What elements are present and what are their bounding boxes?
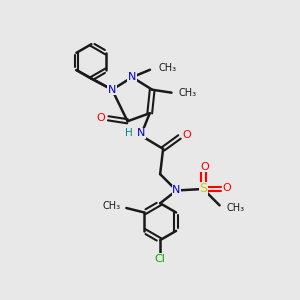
Text: N: N bbox=[172, 185, 181, 196]
Text: H: H bbox=[125, 128, 133, 138]
Text: S: S bbox=[199, 182, 207, 196]
Text: CH₃: CH₃ bbox=[179, 88, 197, 98]
Text: O: O bbox=[200, 162, 209, 172]
Text: CH₃: CH₃ bbox=[226, 203, 244, 213]
Text: N: N bbox=[128, 72, 136, 82]
Text: O: O bbox=[96, 113, 105, 123]
Text: Cl: Cl bbox=[155, 254, 166, 264]
Text: N: N bbox=[137, 128, 146, 138]
Text: CH₃: CH₃ bbox=[158, 63, 176, 73]
Text: N: N bbox=[108, 85, 116, 95]
Text: O: O bbox=[182, 130, 191, 140]
Text: O: O bbox=[223, 182, 231, 193]
Text: CH₃: CH₃ bbox=[102, 201, 120, 211]
